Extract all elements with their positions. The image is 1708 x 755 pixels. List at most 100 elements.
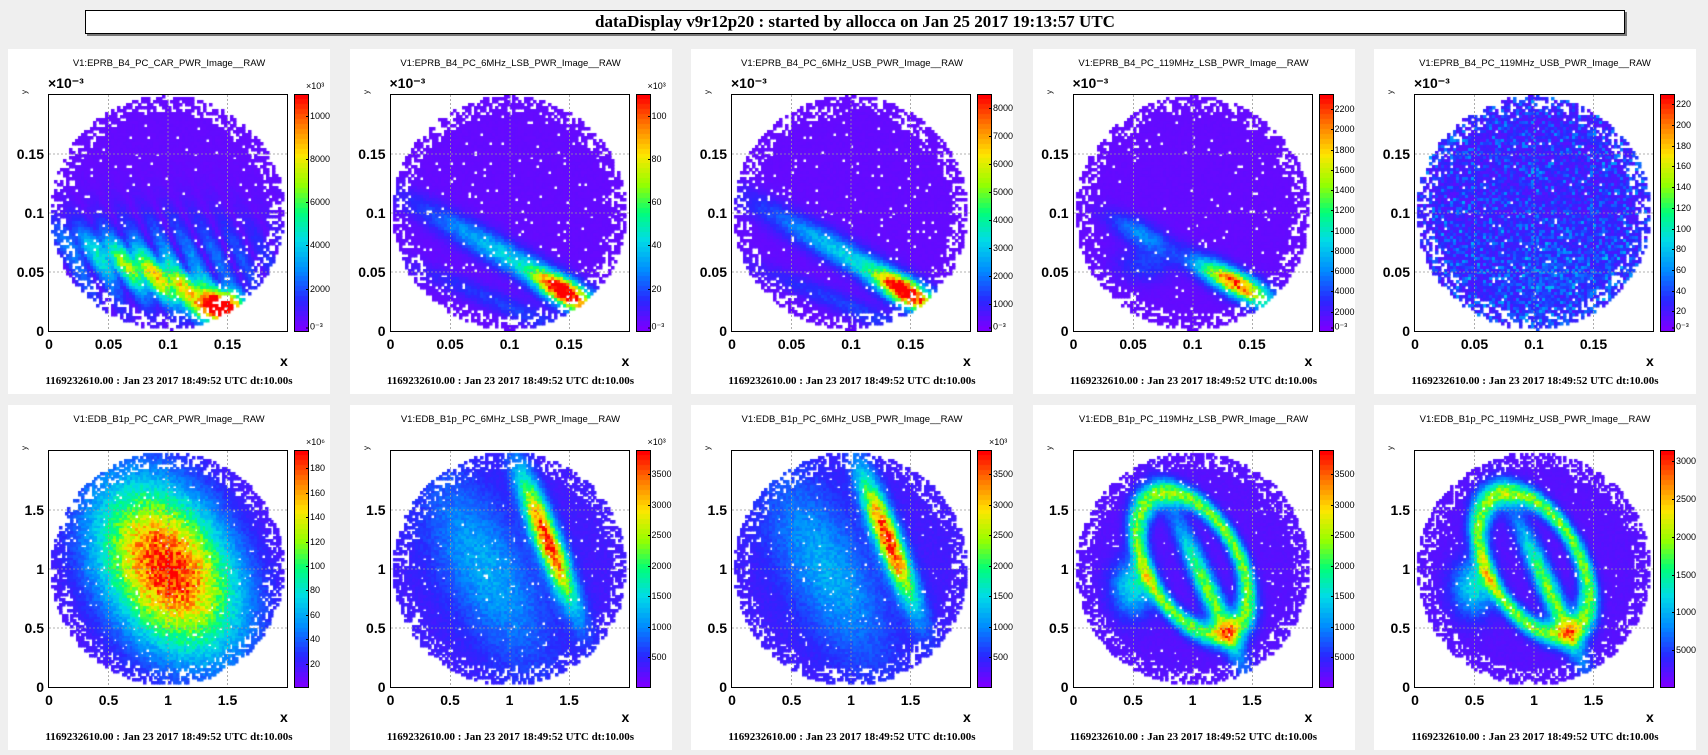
y-tick-label: 0.05 (16, 264, 44, 280)
y-tick-label: 0.05 (1382, 264, 1410, 280)
heatmap-plot-area (1414, 94, 1654, 332)
x-tick-label: 0.5 (1464, 692, 1485, 708)
colorbar-tick-label: 60 (647, 197, 662, 208)
y-tick-label: 1.5 (366, 502, 386, 518)
y-tick-label: 0 (377, 323, 386, 339)
colorbar-tick-label: 0⁻³ (989, 321, 1006, 332)
y-tick-label: 0.1 (1049, 205, 1069, 221)
colorbar-tick-label: 80 (1671, 244, 1687, 255)
colorbar-tick-label: 120 (1671, 202, 1692, 213)
y-tick-label: 0.1 (1390, 205, 1410, 221)
colorbar-tick-label: 80 (647, 153, 662, 164)
y-tick-label: 0.5 (707, 620, 727, 636)
colorbar-tick-label: 100 (647, 110, 667, 121)
y-tick-label: 1 (377, 561, 386, 577)
colorbar-tick-label: 80000 (988, 103, 1013, 113)
x-tick-label: 1.5 (559, 692, 579, 708)
colorbar-tick-label: 0⁻³ (647, 321, 665, 332)
timestamp-footer: 1169232610.00 : Jan 23 2017 18:49:52 UTC… (386, 375, 635, 387)
colorbar-tick-label: 2000 (647, 560, 672, 571)
x-tick-label: 0 (45, 336, 53, 352)
x-axis-label: x (963, 353, 971, 369)
colorbar-tick-label: 120 (305, 536, 326, 547)
x-tick-label: 1 (847, 692, 855, 708)
colorbar-exponent: ×10⁶ (306, 437, 325, 447)
colorbar (294, 450, 309, 688)
colorbar-tick-label: 3000 (647, 499, 672, 510)
x-axis-label: x (963, 709, 971, 725)
heatmap-plot-area (1072, 450, 1313, 688)
chart-title: V1:EPRB_B4_PC_CAR_PWR_Image__RAW (72, 58, 266, 69)
heatmap-plot-area (48, 94, 288, 332)
x-tick-label: 1.5 (1242, 692, 1262, 708)
y-axis-exponent: ×10⁻³ (1072, 75, 1109, 91)
colorbar (635, 94, 651, 332)
timestamp-footer: 1169232610.00 : Jan 23 2017 18:49:52 UTC… (1069, 375, 1318, 387)
colorbar-tick-label: 500 (647, 652, 667, 663)
y-tick-label: 0.1 (24, 205, 44, 221)
colorbar-tick-label: 15000 (1330, 591, 1355, 601)
x-axis-label: x (1304, 709, 1313, 725)
timestamp-footer: 1169232610.00 : Jan 23 2017 18:49:52 UTC… (728, 375, 976, 387)
colorbar-tick-label: 5000 (1671, 645, 1696, 656)
y-tick-label: 0.5 (1049, 620, 1069, 636)
x-tick-label: 0.1 (158, 336, 178, 352)
chart-panel: V1:EDB_B1p_PC_119MHz_USB_PWR_Image__RAW y… (1374, 405, 1696, 750)
grid-lines (1415, 451, 1653, 687)
colorbar-tick-label: 1000 (647, 621, 672, 632)
x-tick-label: 0.5 (98, 692, 119, 708)
colorbar-tick-label: 2500 (988, 530, 1013, 541)
colorbar-tick-label: 8000 (305, 153, 330, 164)
colorbar-tick-label: 2000 (988, 560, 1013, 571)
y-tick-label: 1.5 (1049, 502, 1069, 518)
colorbar-tick-label: 200 (1671, 120, 1692, 131)
x-tick-label: 0.05 (1119, 336, 1147, 352)
grid-lines (390, 451, 629, 687)
x-tick-label: 0 (1411, 692, 1419, 708)
x-tick-label: 0 (386, 692, 395, 708)
timestamp-footer: 1169232610.00 : Jan 23 2017 18:49:52 UTC… (1411, 375, 1659, 387)
y-axis-exponent: ×10⁻³ (1414, 75, 1450, 91)
x-tick-label: 1.5 (900, 692, 921, 708)
colorbar-exponent: ×10³ (989, 437, 1008, 447)
colorbar-tick-label: 15000 (1671, 570, 1696, 580)
y-tick-label: 0.5 (366, 620, 386, 636)
chart-panel: V1:EPRB_B4_PC_119MHz_USB_PWR_Image__RAW y… (1374, 49, 1696, 394)
colorbar-tick-label: 1000 (988, 621, 1013, 632)
heatmap-plot-area (731, 450, 971, 688)
y-tick-label: 0.15 (16, 146, 44, 162)
chart-title: V1:EDB_B1p_PC_CAR_PWR_Image__RAW (73, 414, 265, 425)
colorbar (1318, 94, 1334, 332)
chart-title: V1:EPRB_B4_PC_119MHz_USB_PWR_Image__RAW (1419, 58, 1651, 69)
colorbar-tick-label: 6000 (1330, 266, 1355, 277)
colorbar (1660, 94, 1675, 332)
colorbar-tick-label: 0⁻³ (1672, 321, 1689, 332)
chart-title: V1:EPRB_B4_PC_6MHz_LSB_PWR_Image__RAW (400, 58, 621, 69)
x-tick-label: 0.15 (213, 336, 242, 352)
colorbar-tick-label: 3500 (988, 469, 1013, 480)
timestamp-footer: 1169232610.00 : Jan 23 2017 18:49:52 UTC… (1069, 731, 1318, 743)
colorbar-tick-label: 30000 (1671, 456, 1696, 466)
x-axis-label: x (1646, 353, 1654, 369)
y-axis-exponent: ×10⁻³ (731, 75, 767, 91)
chart-panel: V1:EDB_B1p_PC_CAR_PWR_Image__RAW y 0 0.5 1 1.… (8, 405, 330, 750)
chart-title: V1:EDB_B1p_PC_119MHz_LSB_PWR_Image__RAW (1078, 414, 1309, 425)
y-tick-label: 0.1 (707, 205, 727, 221)
y-tick-label: 0.15 (358, 146, 386, 162)
heatmap-plot-area (389, 94, 630, 332)
colorbar-tick-label: 0⁻³ (306, 321, 323, 332)
colorbar-tick-label: 8000 (1330, 245, 1355, 256)
colorbar (977, 94, 992, 332)
chart-title: V1:EDB_B1p_PC_119MHz_USB_PWR_Image__RAW (1419, 414, 1651, 425)
chart-title: V1:EPRB_B4_PC_6MHz_USB_PWR_Image__RAW (741, 58, 963, 69)
x-tick-label: 0.05 (1460, 336, 1489, 352)
colorbar-tick-label: 60 (305, 609, 321, 620)
colorbar-tick-label: 22000 (1330, 104, 1355, 114)
colorbar-tick-label: 30000 (1330, 500, 1355, 510)
